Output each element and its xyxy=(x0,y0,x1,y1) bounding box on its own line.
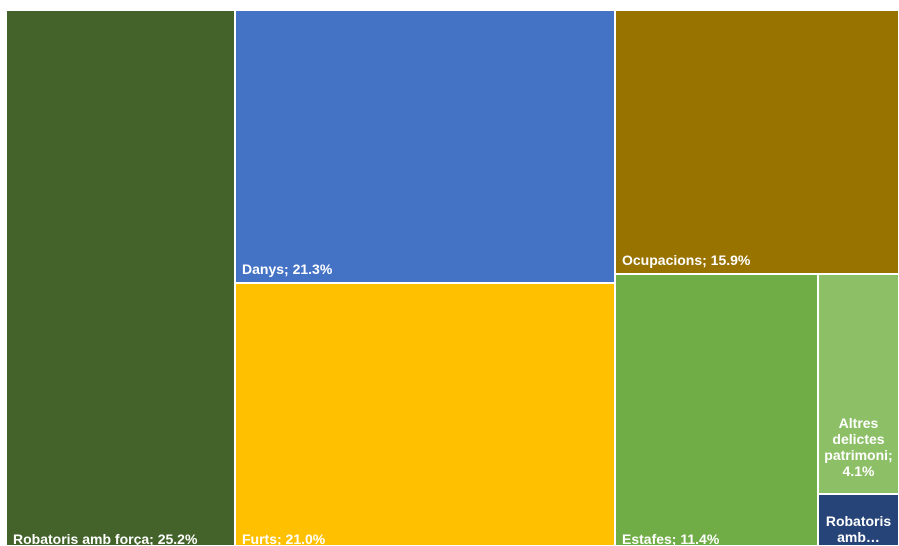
tile-label-ocupacions: Ocupacions; 15.9% xyxy=(622,252,751,268)
tile-label-estafes: Estafes; 11.4% xyxy=(622,531,720,546)
tile-label-furts: Furts; 21.0% xyxy=(242,531,326,546)
tile-estafes: Estafes; 11.4% xyxy=(615,274,818,546)
tile-furts: Furts; 21.0% xyxy=(235,283,615,546)
tile-robatoris-amb: Robatoris amb… xyxy=(818,494,899,546)
tile-altres-delictes-patrimoni: Altres delictes patrimoni; 4.1% xyxy=(818,274,899,494)
tile-label-robatoris-amb-forca: Robatoris amb força; 25.2% xyxy=(13,531,198,546)
tile-robatoris-amb-forca: Robatoris amb força; 25.2% xyxy=(6,10,235,546)
tile-ocupacions: Ocupacions; 15.9% xyxy=(615,10,899,274)
tile-label-danys: Danys; 21.3% xyxy=(242,261,333,277)
tile-label-robatoris-amb: Robatoris amb… xyxy=(825,513,892,545)
tile-label-altres-delictes-patrimoni: Altres delictes patrimoni; 4.1% xyxy=(824,415,893,479)
tile-danys: Danys; 21.3% xyxy=(235,10,615,283)
